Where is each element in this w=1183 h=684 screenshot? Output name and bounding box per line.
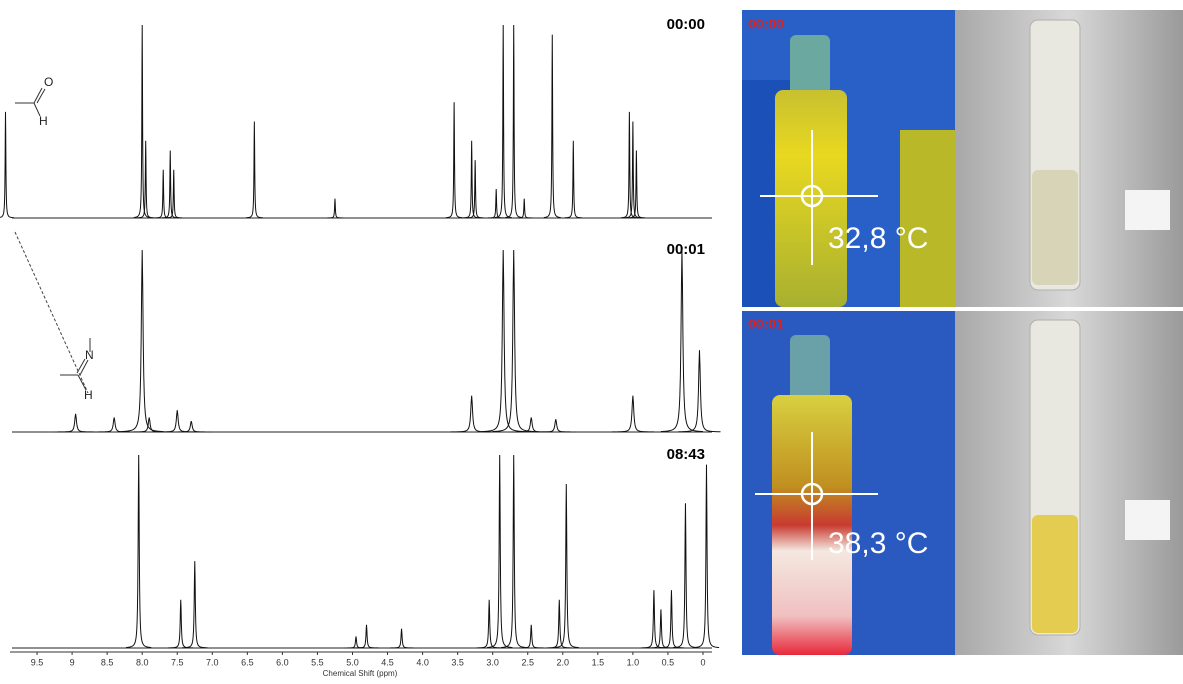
peak — [482, 249, 525, 433]
peak — [133, 24, 151, 219]
peak — [165, 169, 183, 219]
x-tick-label: 2.0 — [557, 657, 570, 667]
peak — [534, 419, 577, 433]
imine-structure — [60, 338, 91, 391]
spectrum-time: 08:43 — [667, 446, 705, 463]
peak — [445, 102, 463, 219]
thermal-image — [742, 10, 955, 307]
peak — [121, 249, 164, 433]
peak — [658, 590, 685, 649]
peak — [168, 599, 194, 649]
peak — [505, 24, 523, 219]
peak — [624, 121, 642, 219]
x-tick-label: 7.0 — [206, 657, 219, 667]
peak — [137, 140, 155, 219]
peak — [245, 121, 263, 219]
peak — [450, 395, 493, 433]
x-tick-label: 8.0 — [136, 657, 149, 667]
peak — [161, 150, 179, 219]
peak — [128, 417, 171, 433]
x-tick-label: 9 — [70, 657, 75, 667]
x-tick-label: 5.0 — [346, 657, 359, 667]
peak — [54, 413, 97, 433]
peak — [492, 249, 535, 433]
x-tick-label: 5.5 — [311, 657, 324, 667]
peak — [126, 454, 152, 649]
peak — [0, 111, 14, 219]
peak — [627, 150, 645, 219]
peak — [170, 420, 213, 433]
peak — [641, 590, 667, 649]
x-tick-label: 0 — [700, 657, 705, 667]
peak — [463, 140, 481, 219]
peak — [182, 561, 208, 649]
spectrum-time: 00:01 — [667, 241, 705, 258]
temperature: 32,8 °C — [828, 222, 928, 255]
peak — [510, 417, 553, 433]
peak — [487, 454, 513, 649]
peak — [466, 160, 484, 219]
x-tick-label: 1.5 — [592, 657, 605, 667]
atom-label: H — [84, 388, 93, 402]
peak — [564, 140, 582, 219]
peak — [693, 464, 720, 649]
peak — [678, 350, 721, 433]
peak — [501, 454, 527, 649]
peak — [648, 609, 674, 649]
x-tick-label: 7.5 — [171, 657, 184, 667]
peak — [343, 636, 369, 649]
correlation-line — [14, 231, 89, 394]
peak — [353, 624, 380, 649]
peak — [487, 189, 505, 219]
x-tick-label: 4.5 — [381, 657, 394, 667]
x-tick-label: 8.5 — [101, 657, 114, 667]
atom-label: O — [44, 75, 53, 89]
x-tick-label: 3.5 — [451, 657, 464, 667]
peak — [388, 628, 415, 649]
image-time: 00:01 — [748, 316, 784, 332]
peak — [476, 599, 502, 649]
x-tick-label: 0.5 — [662, 657, 675, 667]
peak — [672, 503, 699, 649]
thermal-image — [742, 311, 955, 655]
x-tick-label: 6.5 — [241, 657, 254, 667]
x-tick-label: 9.5 — [31, 657, 44, 667]
x-tick-label: 3.0 — [486, 657, 499, 667]
peak — [156, 410, 199, 433]
peak — [93, 417, 136, 433]
peak — [543, 34, 561, 219]
x-tick-label: 2.5 — [521, 657, 534, 667]
x-axis-label: Chemical Shift (ppm) — [323, 669, 398, 678]
peak — [515, 198, 533, 219]
image-time: 00:00 — [748, 16, 784, 32]
x-tick-label: 6.0 — [276, 657, 289, 667]
x-tick-label: 4.0 — [416, 657, 429, 667]
x-tick-label: 1.0 — [627, 657, 640, 667]
photo — [955, 311, 1183, 655]
aldehyde-structure — [15, 87, 46, 117]
peak — [326, 198, 344, 219]
spectrum-time: 00:00 — [667, 16, 705, 33]
peak — [494, 24, 512, 219]
temperature: 38,3 °C — [828, 527, 928, 560]
peak — [553, 483, 579, 649]
peak — [611, 395, 654, 433]
peak — [546, 599, 572, 649]
photo — [955, 10, 1183, 307]
atom-label: N — [85, 348, 94, 362]
peak — [518, 624, 544, 649]
peak — [660, 249, 704, 433]
atom-label: H — [39, 114, 48, 128]
peak — [620, 111, 638, 219]
